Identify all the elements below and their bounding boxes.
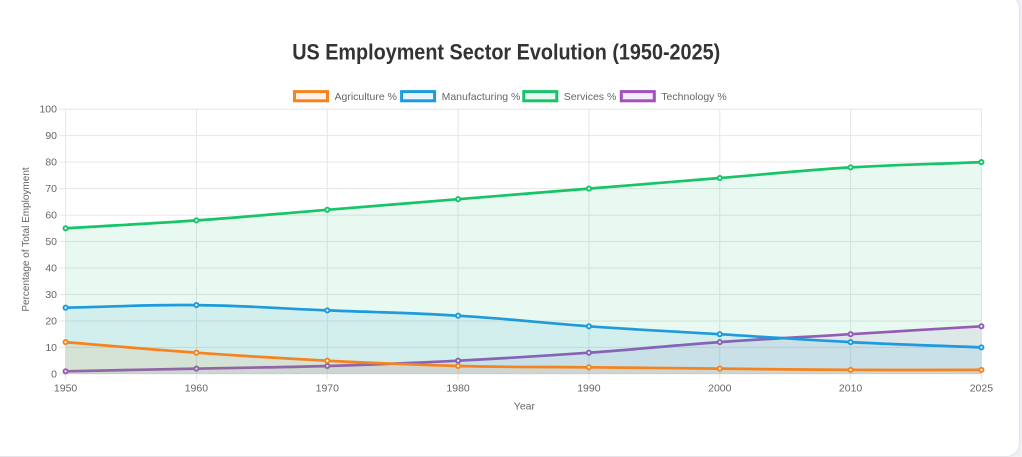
svg-text:80: 80 <box>45 157 57 169</box>
svg-text:1990: 1990 <box>577 383 601 395</box>
svg-text:2000: 2000 <box>708 383 732 395</box>
svg-text:20: 20 <box>45 316 57 328</box>
svg-text:1950: 1950 <box>54 383 78 395</box>
svg-text:2010: 2010 <box>839 383 863 395</box>
svg-text:Technology %: Technology % <box>661 91 726 103</box>
svg-text:Services %: Services % <box>564 91 617 103</box>
svg-text:1980: 1980 <box>446 383 470 395</box>
svg-text:0: 0 <box>51 368 57 380</box>
svg-text:1970: 1970 <box>316 383 340 395</box>
svg-text:70: 70 <box>45 183 57 195</box>
svg-text:90: 90 <box>45 130 57 142</box>
svg-text:60: 60 <box>45 210 57 222</box>
svg-text:Manufacturing %: Manufacturing % <box>442 91 521 103</box>
svg-text:1960: 1960 <box>185 383 209 395</box>
svg-text:40: 40 <box>45 263 57 275</box>
svg-text:Agriculture %: Agriculture % <box>335 91 397 103</box>
svg-text:US Employment Sector Evolution: US Employment Sector Evolution (1950-202… <box>292 40 720 65</box>
svg-text:10: 10 <box>45 342 57 354</box>
svg-text:100: 100 <box>39 104 57 116</box>
svg-text:Percentage of Total Employment: Percentage of Total Employment <box>21 167 32 312</box>
svg-text:2025: 2025 <box>970 383 994 395</box>
svg-text:50: 50 <box>45 236 57 248</box>
svg-text:Year: Year <box>514 400 536 412</box>
svg-text:30: 30 <box>45 289 57 301</box>
